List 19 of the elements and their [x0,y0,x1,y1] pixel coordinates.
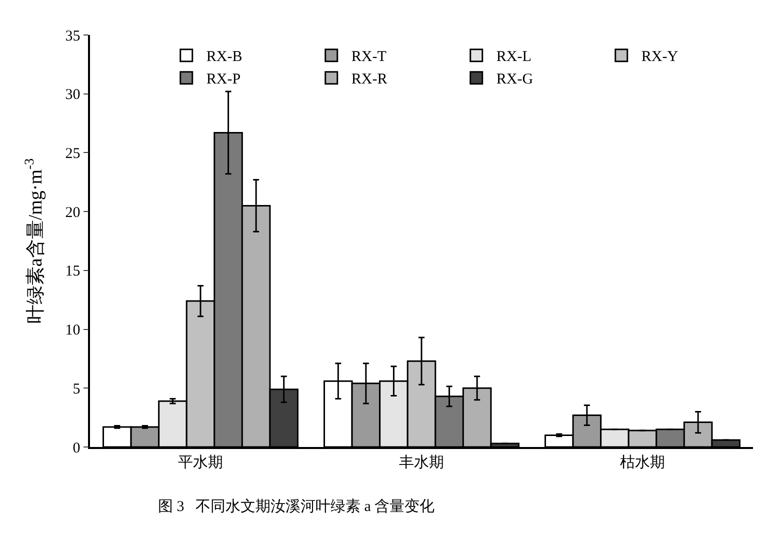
legend-label: RX-P [206,72,241,88]
y-tick-label: 15 [65,264,80,280]
y-tick-label: 25 [65,146,80,162]
y-tick-label: 5 [72,381,80,398]
y-tick-label: 10 [65,322,80,339]
legend-label: RX-Y [641,49,678,66]
x-tick-label: 丰水期 [399,454,444,471]
legend-label: RX-L [496,49,532,66]
y-tick-label: 35 [65,28,80,44]
legend-label: RX-B [206,49,242,66]
legend-label: RX-G [496,72,534,88]
x-tick-label: 枯水期 [620,454,665,471]
legend-label: RX-R [351,72,388,88]
x-tick-label: 平水期 [178,454,223,471]
legend-label: RX-T [351,49,386,66]
y-tick-label: 30 [65,87,80,104]
caption: 图 3 不同水文期汝溪河叶绿素 a 含量变化 [158,498,435,515]
y-tick-label: 20 [65,204,80,221]
y-tick-label: 0 [72,440,80,456]
